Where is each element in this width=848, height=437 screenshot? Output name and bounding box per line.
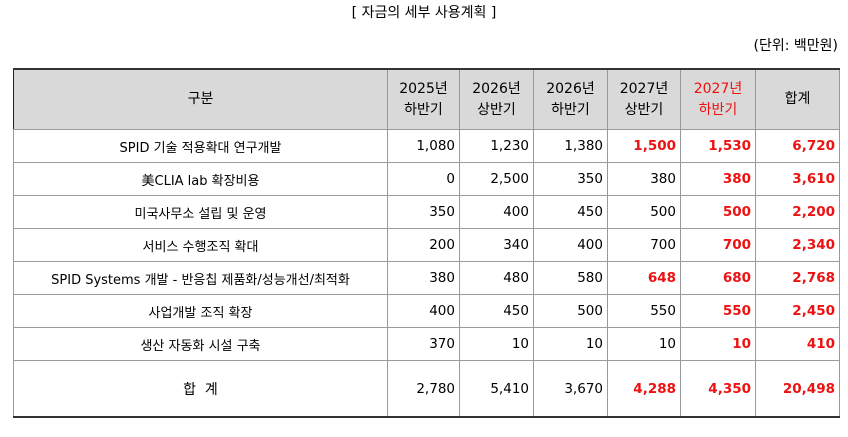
row-category: 미국사무소 설립 및 운영 — [13, 195, 388, 229]
table-title: [ 자금의 세부 사용계획 ] — [351, 5, 497, 21]
cell-value: 648 — [607, 261, 681, 295]
cell-total: 3,610 — [755, 162, 840, 196]
header-category: 구분 — [13, 68, 388, 130]
cell-value: 400 — [459, 195, 534, 229]
cell-value: 380 — [680, 162, 756, 196]
grand-total-value: 4,288 — [607, 360, 681, 418]
cell-value: 500 — [680, 195, 756, 229]
row-category: 사업개발 조직 확장 — [13, 294, 388, 328]
cell-total: 2,768 — [755, 261, 840, 295]
cell-total: 2,450 — [755, 294, 840, 328]
grand-total-label: 합 계 — [13, 360, 388, 418]
cell-value: 10 — [680, 327, 756, 361]
cell-value: 500 — [607, 195, 681, 229]
cell-value: 400 — [533, 228, 608, 262]
cell-value: 10 — [607, 327, 681, 361]
table-row: SPID 기술 적용확대 연구개발 1,080 1,230 1,380 1,50… — [13, 129, 840, 163]
header-2025-h2: 2025년 하반기 — [387, 68, 460, 130]
cell-value: 10 — [533, 327, 608, 361]
grand-total-row: 합 계 2,780 5,410 3,670 4,288 4,350 20,498 — [13, 360, 840, 418]
cell-total: 6,720 — [755, 129, 840, 163]
row-category: 생산 자동화 시설 구축 — [13, 327, 388, 361]
cell-value: 680 — [680, 261, 756, 295]
table-row: 생산 자동화 시설 구축 370 10 10 10 10 410 — [13, 327, 840, 361]
row-category: 美CLIA lab 확장비용 — [13, 162, 388, 196]
table-row: SPID Systems 개발 - 반응칩 제품화/성능개선/최적화 380 4… — [13, 261, 840, 295]
cell-total: 410 — [755, 327, 840, 361]
cell-value: 550 — [680, 294, 756, 328]
fund-usage-table: 구분 2025년 하반기 2026년 상반기 2026년 하반기 2027년 상반기 2… — [13, 68, 840, 418]
cell-value: 450 — [459, 294, 534, 328]
cell-value: 580 — [533, 261, 608, 295]
table-row: 서비스 수행조직 확대 200 340 400 700 700 2,340 — [13, 228, 840, 262]
cell-value: 550 — [607, 294, 681, 328]
cell-value: 1,530 — [680, 129, 756, 163]
grand-total-value: 5,410 — [459, 360, 534, 418]
grand-total-value: 3,670 — [533, 360, 608, 418]
cell-value: 500 — [533, 294, 608, 328]
cell-value: 700 — [680, 228, 756, 262]
header-2027-h1: 2027년 상반기 — [607, 68, 681, 130]
cell-value: 1,500 — [607, 129, 681, 163]
header-2027-h2: 2027년 하반기 — [680, 68, 756, 130]
table-row: 미국사무소 설립 및 운영 350 400 450 500 500 2,200 — [13, 195, 840, 229]
grand-total-value: 4,350 — [680, 360, 756, 418]
cell-value: 0 — [387, 162, 460, 196]
cell-value: 200 — [387, 228, 460, 262]
cell-value: 380 — [607, 162, 681, 196]
cell-value: 1,230 — [459, 129, 534, 163]
row-category: 서비스 수행조직 확대 — [13, 228, 388, 262]
cell-value: 340 — [459, 228, 534, 262]
table-row: 사업개발 조직 확장 400 450 500 550 550 2,450 — [13, 294, 840, 328]
cell-value: 1,380 — [533, 129, 608, 163]
grand-total-sum: 20,498 — [755, 360, 840, 418]
table-row: 美CLIA lab 확장비용 0 2,500 350 380 380 3,610 — [13, 162, 840, 196]
cell-value: 350 — [387, 195, 460, 229]
row-category: SPID 기술 적용확대 연구개발 — [13, 129, 388, 163]
cell-value: 400 — [387, 294, 460, 328]
cell-value: 2,500 — [459, 162, 534, 196]
cell-total: 2,200 — [755, 195, 840, 229]
row-category: SPID Systems 개발 - 반응칩 제품화/성능개선/최적화 — [13, 261, 388, 295]
cell-value: 370 — [387, 327, 460, 361]
cell-value: 350 — [533, 162, 608, 196]
cell-total: 2,340 — [755, 228, 840, 262]
grand-total-value: 2,780 — [387, 360, 460, 418]
cell-value: 480 — [459, 261, 534, 295]
cell-value: 1,080 — [387, 129, 460, 163]
header-row: 구분 2025년 하반기 2026년 상반기 2026년 하반기 2027년 상반기 2… — [13, 68, 840, 130]
header-2026-h2: 2026년 하반기 — [533, 68, 608, 130]
cell-value: 700 — [607, 228, 681, 262]
header-total: 합계 — [755, 68, 840, 130]
cell-value: 380 — [387, 261, 460, 295]
cell-value: 450 — [533, 195, 608, 229]
unit-note: (단위: 백만원) — [753, 38, 839, 54]
header-2026-h1: 2026년 상반기 — [459, 68, 534, 130]
cell-value: 10 — [459, 327, 534, 361]
